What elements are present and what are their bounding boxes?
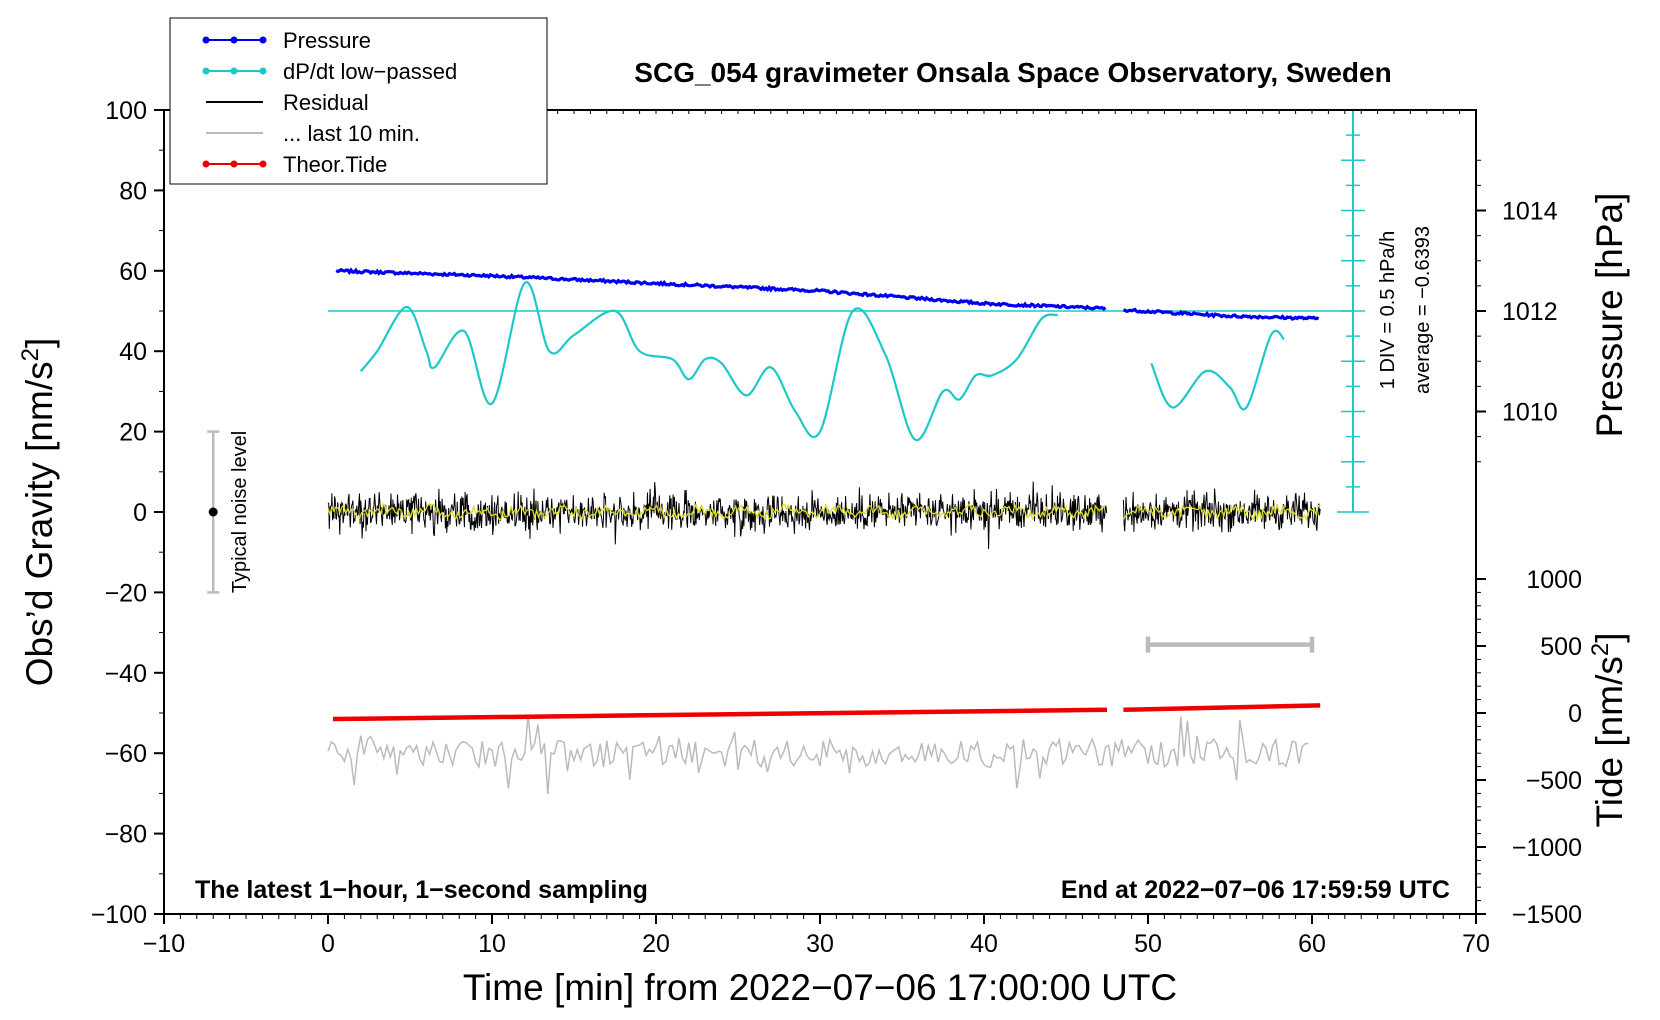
legend-label: Pressure <box>283 28 371 53</box>
x-tick-label: 40 <box>970 930 998 958</box>
residual-lowpass-line <box>1122 503 1321 522</box>
dpdt-line <box>1150 329 1285 411</box>
tide-line <box>1123 703 1321 713</box>
legend-marker <box>230 36 238 44</box>
y-tick-label: 60 <box>119 258 147 286</box>
pressure-line <box>1123 307 1320 321</box>
y-axis-title-tide-sup: 2 <box>1587 643 1614 656</box>
x-tick-label: 70 <box>1462 930 1490 958</box>
tide-tick-label: 1000 <box>1526 566 1582 594</box>
y-axis-title-tide-close: ] <box>1589 633 1630 643</box>
noise-bar-label: Typical noise level <box>229 431 251 593</box>
y-tick-label: 0 <box>133 499 147 527</box>
y-tick-label: 80 <box>119 177 147 205</box>
legend-marker <box>259 36 267 44</box>
y-axis-title-gravity: Obs’d Gravity [nm/s2] <box>17 338 60 687</box>
y-tick-label: 20 <box>119 419 147 447</box>
x-tick-label: 20 <box>642 930 670 958</box>
pressure-tick-label: 1014 <box>1502 198 1558 226</box>
pressure-tick-label: 1010 <box>1502 399 1558 427</box>
pressure-tick-labels: 1014 1012 1010 <box>1502 198 1558 427</box>
legend-marker <box>259 67 267 75</box>
x-tick-label: 60 <box>1298 930 1326 958</box>
y-tick-label: −60 <box>105 740 147 768</box>
y-tick-labels: 100 80 60 40 20 0 −20 −40 −60 −80 −100 <box>91 97 147 929</box>
tide-line <box>332 707 1108 722</box>
legend-marker <box>202 36 210 44</box>
legend-label: Theor.Tide <box>283 152 387 177</box>
tide-tick-label: −1000 <box>1512 834 1582 862</box>
div-scale-label: 1 DIV = 0.5 hPa/h <box>1377 231 1399 389</box>
x-tick-label: 10 <box>478 930 506 958</box>
note-end-time: End at 2022−07−06 17:59:59 UTC <box>1061 876 1450 904</box>
tide-tick-label: 0 <box>1568 700 1582 728</box>
y-tick-label: −40 <box>105 660 147 688</box>
tide-tick-label: −500 <box>1526 767 1582 795</box>
pressure-line <box>335 267 1107 312</box>
tide-tick-label: −1500 <box>1512 901 1582 929</box>
legend-marker <box>230 67 238 75</box>
legend-marker <box>230 160 238 168</box>
last-10-min-line <box>327 715 1309 794</box>
plot-frame <box>163 109 1477 915</box>
x-axis-title: Time [min] from 2022−07−06 17:00:00 UTC <box>463 967 1177 1008</box>
y-tick-label: −100 <box>91 901 147 929</box>
y-axis-title-gravity-main: Obs’d Gravity [nm/s <box>19 361 60 686</box>
x-tick-label: 0 <box>321 930 335 958</box>
pressure-tick-label: 1012 <box>1502 298 1558 326</box>
y-axis-title-gravity-close: ] <box>19 338 60 348</box>
x-tick-label: 50 <box>1134 930 1162 958</box>
x-tick-label: −10 <box>143 930 185 958</box>
y-tick-label: 40 <box>119 338 147 366</box>
x-tick-label: 30 <box>806 930 834 958</box>
legend-label: dP/dt low−passed <box>283 59 457 84</box>
legend-marker <box>259 160 267 168</box>
noise-bar-dot <box>208 507 218 517</box>
residual-lowpass-line <box>327 502 1106 522</box>
legend: Pressure dP/dt low−passed Residual ... last… <box>169 17 548 185</box>
y-axis-title-pressure: Pressure [hPa] <box>1589 193 1630 438</box>
legend-label: Residual <box>283 90 369 115</box>
legend-marker <box>202 160 210 168</box>
legend-label: ... last 10 min. <box>283 121 420 146</box>
tide-tick-label: 500 <box>1540 633 1582 661</box>
y-axis-title-tide: Tide [nm/s2] <box>1587 633 1630 828</box>
x-tick-labels: −10 0 10 20 30 40 50 60 70 <box>143 930 1490 958</box>
y-axis-title-tide-main: Tide [nm/s <box>1589 656 1630 827</box>
y-tick-label: −80 <box>105 821 147 849</box>
plot-series <box>327 267 1353 794</box>
residual-line <box>1122 488 1321 533</box>
y-axis-title-gravity-sup: 2 <box>17 348 44 361</box>
y-tick-label: 100 <box>105 97 147 125</box>
chart-title: SCG_054 gravimeter Onsala Space Observat… <box>634 57 1391 88</box>
note-sampling: The latest 1−hour, 1−second sampling <box>195 876 648 904</box>
average-label: average = −0.6393 <box>1412 226 1434 394</box>
legend-marker <box>202 67 210 75</box>
y-tick-label: −20 <box>105 579 147 607</box>
dpdt-line <box>359 281 1059 441</box>
tide-tick-labels: 1000 500 0 −500 −1000 −1500 <box>1512 566 1582 929</box>
